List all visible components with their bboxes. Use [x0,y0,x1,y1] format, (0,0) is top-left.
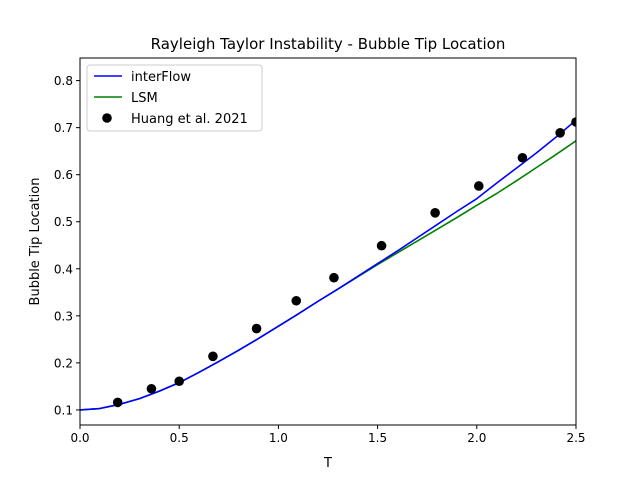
y-tick-label: 0.3 [54,309,73,323]
x-tick-label: 2.0 [467,431,486,445]
legend-swatch-huang [102,113,112,123]
legend-label-interflow: interFlow [131,70,191,85]
scatter-point [430,207,440,218]
y-axis: 0.1 0.2 0.3 0.4 0.5 0.6 0.7 0.8 [54,74,80,417]
scatter-point [473,181,484,191]
legend: interFlow LSM Huang et al. 2021 [86,64,263,132]
scatter-point [291,295,302,306]
legend-label-huang: Huang et al. 2021 [131,112,248,127]
y-tick-label: 0.6 [54,168,73,182]
legend-box [86,64,263,132]
x-tick-label: 1.0 [269,431,288,445]
x-tick-label: 2.5 [566,431,585,445]
x-axis-label: T [323,456,332,471]
scatter-point [329,272,339,283]
y-tick-label: 0.7 [54,121,73,135]
scatter-point [555,128,565,138]
scatter-point [376,240,387,251]
y-axis-label: Bubble Tip Location [28,178,43,306]
scatter-point [571,117,576,127]
y-tick-label: 0.8 [54,74,73,88]
scatter-point [251,323,262,334]
y-tick-label: 0.4 [54,262,73,276]
x-tick-label: 1.5 [368,431,387,445]
scatter-point [517,152,528,163]
series-line-interflow [80,119,576,411]
chart-title: Rayleigh Taylor Instability - Bubble Tip… [151,35,506,53]
y-tick-label: 0.5 [54,215,73,229]
plot-frame [79,57,577,426]
y-tick-label: 0.2 [54,356,73,370]
scatter-point [208,351,218,362]
x-tick-label: 0.5 [170,431,189,445]
y-tick-label: 0.1 [54,403,73,417]
scatter-point [174,376,184,387]
scatter-point [112,397,123,408]
legend-label-lsm: LSM [131,91,158,106]
x-axis: 0.0 0.5 1.0 1.5 2.0 2.5 [70,425,586,445]
series-layer [80,117,576,411]
scatter-point [146,383,157,394]
x-tick-label: 0.0 [70,431,89,445]
